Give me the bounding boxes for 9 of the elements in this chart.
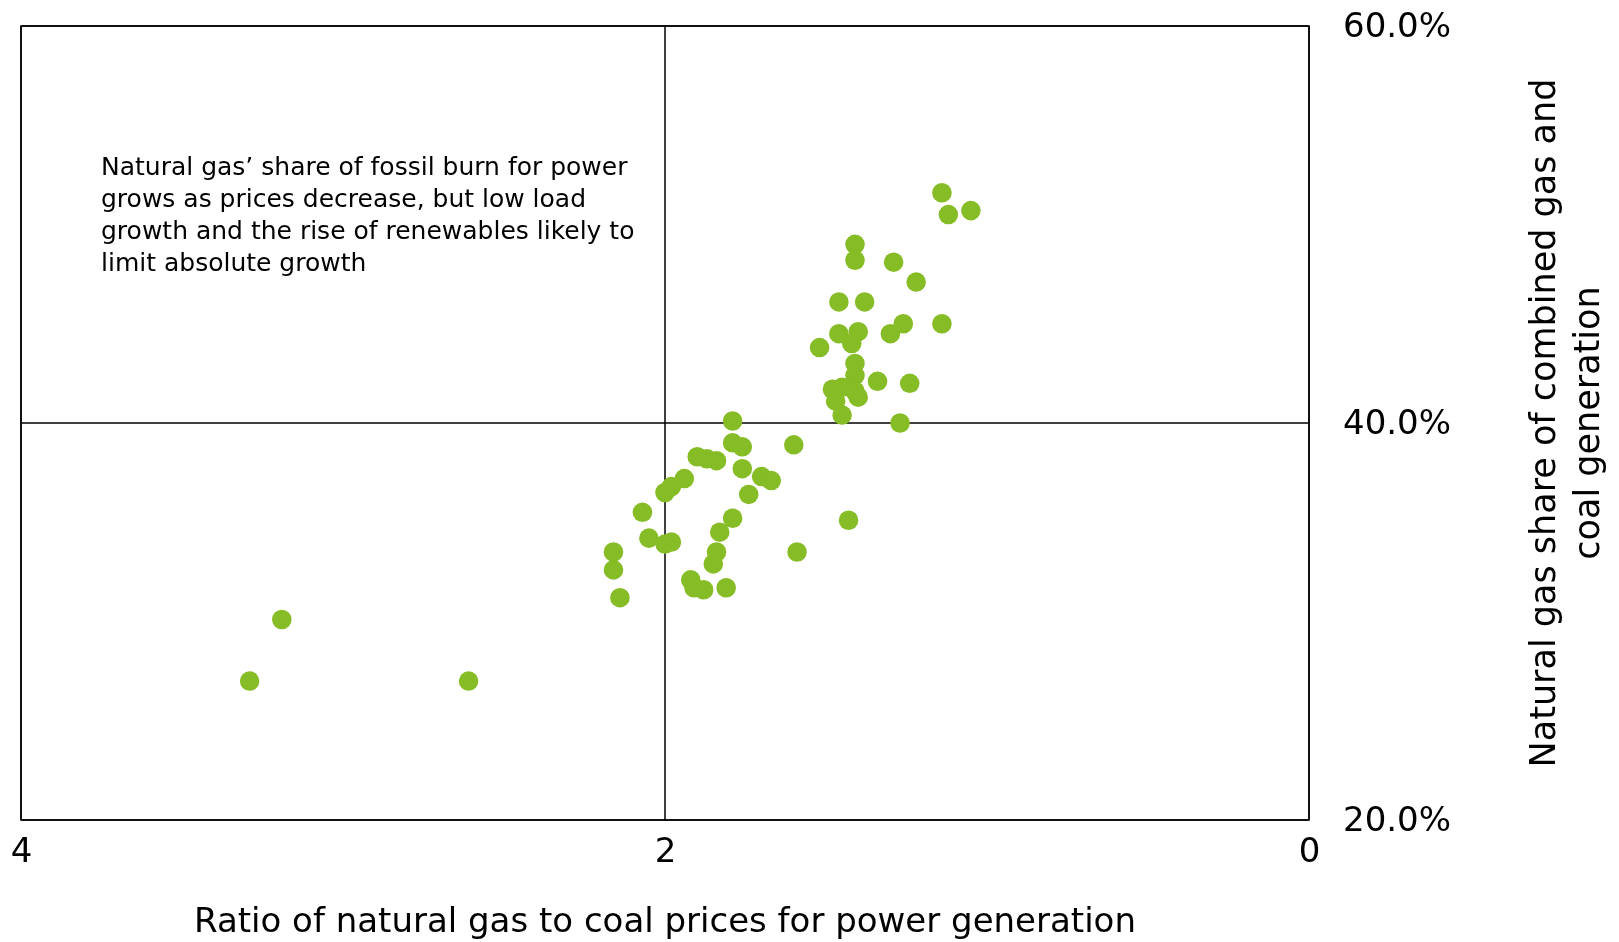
- y-tick-label: 20.0%: [1343, 799, 1452, 840]
- annotation: Natural gas’ share of fossil burn for power grows as prices decrease, but low load growth and the rise of renewables likely to limit absolute growth: [101, 152, 635, 277]
- x-tick-label: 4: [10, 830, 33, 871]
- x-tick-label: 2: [654, 830, 677, 871]
- y-tick-label: 60.0%: [1343, 5, 1452, 46]
- y-axis-title: Natural gas share of combined gas and coal generation: [1523, 78, 1607, 768]
- y-tick-label: 40.0%: [1343, 402, 1452, 443]
- x-tick-label: 0: [1298, 830, 1321, 871]
- x-axis-title: Ratio of natural gas to coal prices for power generation: [194, 900, 1136, 940]
